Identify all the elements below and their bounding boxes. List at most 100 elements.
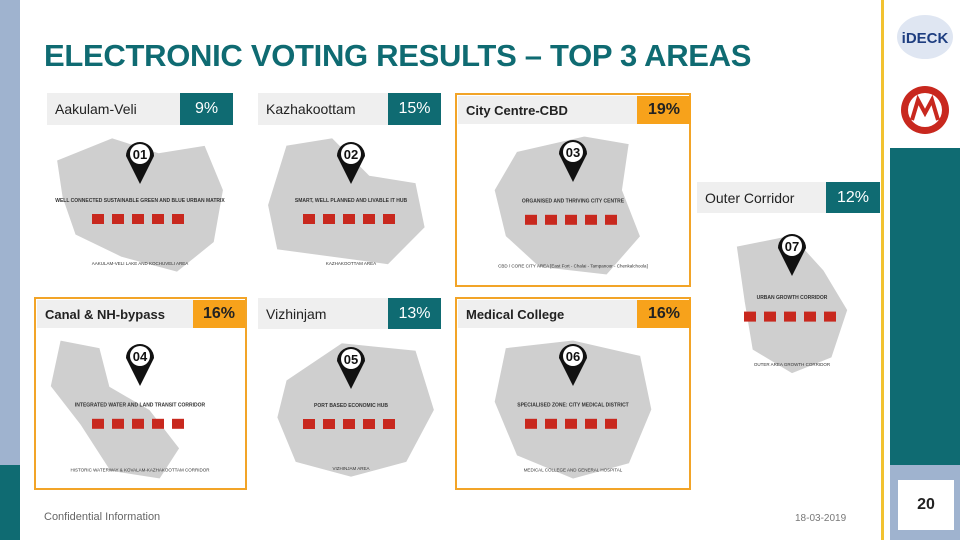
pin-center [341, 349, 361, 369]
map-caption: WELL CONNECTED SUSTAINABLE GREEN AND BLU… [55, 198, 225, 204]
card-outline [455, 297, 691, 490]
map-icon [92, 214, 104, 224]
side-panel [890, 148, 960, 465]
map-icon [605, 214, 617, 225]
map-icon [132, 214, 144, 224]
area-label: Vizhinjam [258, 298, 388, 329]
map-icon [585, 214, 597, 225]
map-icon [784, 311, 796, 322]
area-map: PORT BASED ECONOMIC HUB VIZHINJAM AREA 05 [275, 341, 436, 479]
pin-number: 04 [133, 349, 148, 364]
area-percent: 12% [826, 182, 880, 213]
map-icon [92, 418, 104, 429]
map-icon [343, 214, 355, 224]
pin-center [563, 142, 583, 162]
map-icon [172, 418, 184, 429]
map-shape [493, 135, 642, 277]
area-map: INTEGRATED WATER AND LAND TRANSIT CORRID… [49, 338, 210, 481]
map-area: CBD / CORE CITY AREA [East Fort - Chalai… [498, 264, 648, 269]
map-caption: INTEGRATED WATER AND LAND TRANSIT CORRID… [75, 402, 206, 408]
pin-center [130, 346, 150, 366]
map-area: KAZHAKOOTTAM AREA [326, 261, 376, 266]
logo-text: iDECK [902, 30, 949, 47]
pin-center [563, 346, 583, 366]
map-icon [545, 214, 557, 225]
pin-number: 01 [133, 147, 147, 162]
map-icon [744, 311, 756, 322]
area-label: Aakulam-Veli [47, 93, 180, 125]
map-area: MEDICAL COLLEGE AND GENERAL HOSPITAL [524, 468, 623, 473]
map-icon [343, 419, 355, 429]
area-percent: 16% [193, 300, 245, 328]
map-icon [605, 418, 617, 429]
map-area: HISTORIC WATERWAY & KOVALAM-KAZHAKOOTTAM… [70, 468, 210, 473]
area-map: SMART, WELL PLANNED AND LIVABLE IT HUB KA… [266, 136, 427, 266]
map-icon [363, 419, 375, 429]
side-strip [0, 0, 20, 465]
map-icon [824, 311, 836, 322]
map-area: AAKULAM-VELI LAKE AND KOCHUVELI AREA [92, 261, 189, 266]
footer-note: Confidential Information [44, 511, 161, 523]
map-icon [152, 418, 164, 429]
area-percent: 19% [637, 96, 691, 124]
area-map: ORGANISED AND THRIVING CITY CENTRE CBD / … [493, 135, 648, 277]
area-label: City Centre-CBD [458, 96, 637, 124]
area-percent: 16% [637, 300, 691, 328]
logos: iDECK [897, 15, 953, 134]
map-icon [383, 419, 395, 429]
area-percent: 9% [180, 93, 233, 125]
area-map: SPECIALISED ZONE: CITY MEDICAL DISTRICT M… [493, 339, 653, 481]
pin-center [130, 144, 150, 164]
map-caption: SPECIALISED ZONE: CITY MEDICAL DISTRICT [517, 402, 629, 408]
map-icon [303, 214, 315, 224]
map-icon [132, 418, 144, 429]
side-strip [0, 465, 20, 540]
title: ELECTRONIC VOTING RESULTS – TOP 3 AREAS [44, 38, 752, 73]
pin-number: 07 [785, 239, 799, 254]
logo-swoosh [897, 15, 953, 59]
pin-center [782, 236, 802, 256]
pin-number: 06 [566, 349, 580, 364]
map-icon [585, 418, 597, 429]
map-caption: PORT BASED ECONOMIC HUB [314, 403, 388, 409]
area-map: WELL CONNECTED SUSTAINABLE GREEN AND BLU… [55, 136, 225, 274]
map-icon [565, 214, 577, 225]
map-icon [323, 214, 335, 224]
map-icon [112, 418, 124, 429]
map-shape [49, 338, 181, 481]
map-icon [565, 418, 577, 429]
map-icon [545, 418, 557, 429]
area-label: Kazhakoottam [258, 93, 388, 125]
map-icon [363, 214, 375, 224]
map-icon [303, 419, 315, 429]
map-icon [804, 311, 816, 322]
map-icon [112, 214, 124, 224]
area-label: Outer Corridor [697, 182, 826, 213]
pin-number: 05 [344, 352, 358, 367]
logo-emblem [910, 94, 940, 121]
map-area: OUTER AREA GROWTH CORRIDOR [754, 362, 831, 367]
map-icon [152, 214, 164, 224]
divider [881, 0, 884, 540]
area-map: URBAN GROWTH CORRIDOR OUTER AREA GROWTH C… [735, 233, 849, 375]
map-area: VIZHINJAM AREA [332, 466, 369, 471]
map-shape [275, 341, 436, 479]
map-icon [172, 214, 184, 224]
map-caption: SMART, WELL PLANNED AND LIVABLE IT HUB [295, 198, 408, 204]
map-icon [383, 214, 395, 224]
pin-number: 03 [566, 145, 580, 160]
area-label: Medical College [458, 300, 637, 328]
map-caption: URBAN GROWTH CORRIDOR [757, 295, 828, 301]
map-icon [525, 418, 537, 429]
pin-center [341, 144, 361, 164]
map-icon [323, 419, 335, 429]
area-percent: 13% [388, 298, 441, 329]
pin-number: 02 [344, 147, 358, 162]
area-label: Canal & NH-bypass [37, 300, 193, 328]
card-outline [455, 93, 691, 287]
map-icon [525, 214, 537, 225]
map-shape [493, 339, 653, 481]
footer-date: 18-03-2019 [795, 513, 847, 524]
area-percent: 15% [388, 93, 441, 125]
